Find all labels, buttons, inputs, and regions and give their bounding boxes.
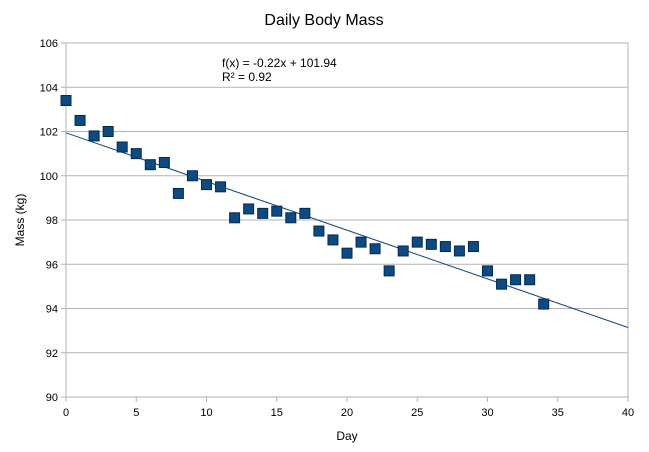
x-tick-label: 25	[411, 407, 423, 419]
data-point	[482, 265, 493, 277]
data-point	[271, 205, 283, 217]
data-point	[172, 187, 184, 199]
data-point	[102, 126, 114, 137]
x-tick-labels: 0 5 10 15 20 25 30 35 40	[63, 407, 634, 419]
data-point	[397, 245, 409, 257]
y-tick-label: 104	[40, 82, 58, 94]
data-point	[257, 207, 269, 219]
data-point	[130, 148, 142, 160]
data-point	[60, 95, 72, 107]
x-tick-label: 15	[271, 407, 283, 419]
data-point	[510, 274, 522, 286]
y-tick-label: 92	[46, 348, 58, 360]
y-axis-label: Mass (kg)	[13, 194, 27, 247]
data-point	[327, 234, 339, 246]
data-point	[439, 241, 451, 253]
data-point	[355, 236, 367, 248]
plot-area-frame	[65, 42, 629, 398]
y-tick-label: 96	[46, 259, 58, 271]
axes	[61, 42, 629, 402]
y-tick-label: 98	[46, 215, 58, 227]
y-tick-label: 102	[40, 127, 58, 139]
data-point	[285, 212, 297, 224]
y-tick-label: 106	[40, 38, 58, 50]
data-point	[116, 141, 128, 153]
x-tick-label: 40	[622, 407, 634, 419]
data-point	[158, 156, 170, 168]
data-point	[229, 212, 241, 224]
x-tick-label: 20	[341, 407, 353, 419]
data-point	[299, 207, 311, 219]
x-tick-label: 5	[133, 407, 139, 419]
y-tick-label: 90	[46, 392, 58, 404]
x-tick-label: 0	[63, 407, 69, 419]
data-points	[60, 95, 550, 310]
trendline-r-squared: R² = 0.92	[222, 70, 272, 84]
chart-title: Daily Body Mass	[264, 12, 383, 29]
data-point	[538, 298, 550, 310]
data-point	[383, 265, 395, 277]
data-point	[411, 236, 423, 248]
y-tick-label: 94	[46, 304, 58, 316]
trendline-equation: f(x) = -0.22x + 101.94	[222, 56, 337, 70]
y-tick-label: 100	[40, 171, 58, 183]
x-tick-label: 35	[552, 407, 564, 419]
data-point	[201, 179, 212, 191]
data-point	[88, 130, 100, 142]
x-tick-label: 10	[200, 407, 212, 419]
data-point	[215, 181, 227, 193]
x-axis-label: Day	[336, 429, 357, 443]
data-point	[243, 203, 255, 215]
data-point	[496, 278, 508, 290]
data-point	[425, 238, 437, 250]
data-point	[453, 245, 465, 257]
data-point	[144, 159, 156, 171]
data-point	[186, 170, 198, 182]
data-point	[313, 225, 325, 237]
y-tick-labels: 90 92 94 96 98 100 102 104 106	[40, 38, 58, 404]
data-point	[369, 243, 381, 255]
x-tick-label: 30	[481, 407, 493, 419]
data-point	[524, 274, 536, 286]
data-point	[74, 114, 86, 126]
data-point	[467, 241, 479, 253]
data-point	[341, 247, 353, 259]
grid-lines	[66, 42, 628, 398]
